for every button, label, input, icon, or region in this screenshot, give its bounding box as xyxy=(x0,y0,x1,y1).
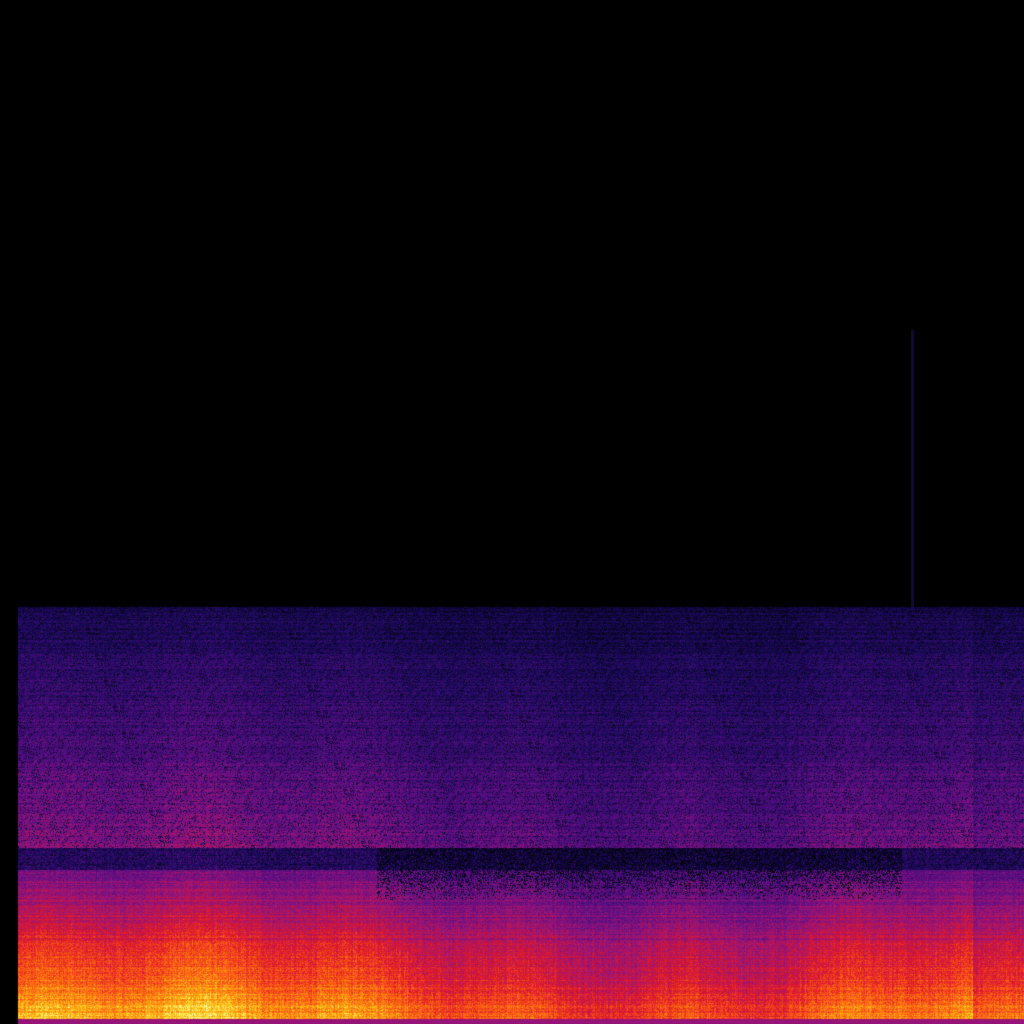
spectrogram-canvas xyxy=(0,0,1024,1024)
spectrogram-view xyxy=(0,0,1024,1024)
